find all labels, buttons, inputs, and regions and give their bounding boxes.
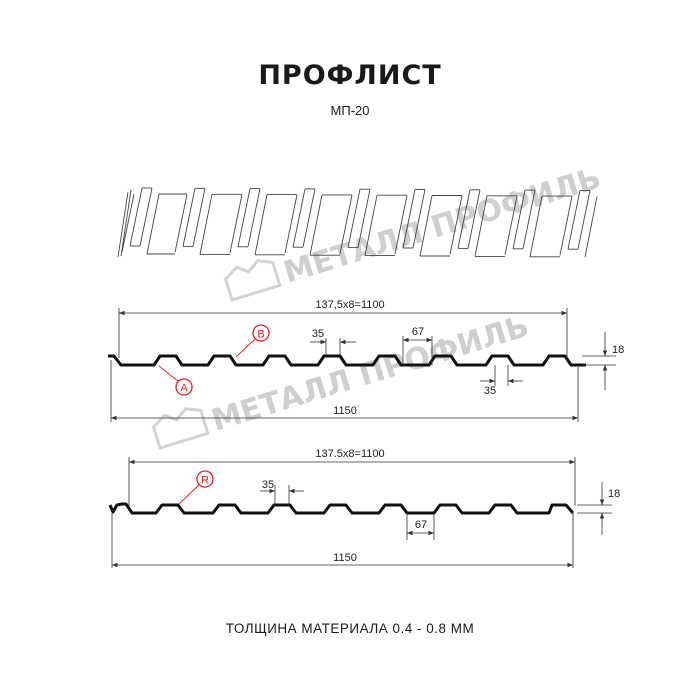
sheet-edge-line — [347, 189, 361, 248]
marker-a — [175, 378, 193, 396]
bottom-crest-label: 35 — [484, 385, 496, 397]
sheet-edge-line — [584, 196, 598, 258]
marker-r-label: R — [201, 475, 209, 487]
sheet-edge-line — [449, 195, 463, 255]
sheet-edge-line — [129, 187, 143, 247]
sheet-edge-line — [174, 194, 188, 253]
marker-b — [252, 324, 270, 342]
marker-b-label: B — [257, 329, 264, 341]
sheet-edge-line — [229, 194, 243, 253]
trough-width-label: 67 — [415, 519, 427, 531]
width-label: 1150 — [333, 552, 357, 564]
width-label: 1150 — [333, 405, 357, 417]
sheet-edge-line — [419, 195, 433, 257]
sheet-edge-line — [577, 190, 591, 250]
height-label: 18 — [608, 488, 620, 500]
height-label: 18 — [612, 344, 624, 356]
sheet-edge-line — [457, 189, 471, 249]
sheet-edge-line — [247, 188, 261, 247]
sheet-edge-line — [302, 188, 316, 248]
profile-line — [108, 502, 575, 515]
marker-a-label: A — [180, 383, 188, 395]
sheet-edge-line — [512, 190, 526, 249]
sheet-edge-line — [364, 195, 378, 256]
sheet-edge-line — [139, 187, 153, 247]
sheet-edge-line — [567, 190, 581, 250]
sheet-edge-line — [474, 195, 488, 257]
sheet-edge-line — [117, 191, 129, 258]
sheet-edge-line — [522, 190, 536, 249]
sheet-edge-line — [357, 189, 371, 248]
sheet-edge-line — [182, 188, 196, 247]
sheet-3d-illustration — [117, 187, 598, 258]
material-thickness-note: ТОЛЩИНА МАТЕРИАЛА 0.4 - 0.8 ММ — [225, 621, 475, 636]
pitch-label: 137,5x8=1100 — [315, 299, 384, 311]
model-subtitle: МП-20 — [330, 103, 370, 118]
crest-width-label: 35 — [262, 479, 274, 491]
crest-width-label: 35 — [312, 328, 324, 340]
sheet-edge-line — [199, 194, 213, 255]
pitch-label: 137.5x8=1100 — [315, 448, 384, 460]
sheet-edge-line — [121, 193, 135, 253]
sheet-edge-line — [292, 188, 306, 248]
sheet-edge-line — [467, 189, 481, 249]
profile-diagram-bottom: 137.5x8=1100 1150 35 67 18 R — [108, 448, 620, 568]
sheet-edge-line — [284, 194, 298, 254]
sheet-edge-line — [192, 188, 206, 247]
page-title: ПРОФЛИСТ — [258, 60, 442, 91]
profile-diagram-top: 137,5x8=1100 1150 35 67 35 18 B A — [108, 299, 624, 422]
sheet-edge-line — [504, 196, 518, 255]
sheet-edge-line — [412, 189, 426, 249]
marker-r — [196, 470, 214, 488]
profile-line — [108, 354, 586, 367]
sheet-edge-line — [339, 195, 353, 254]
trough-width-label: 67 — [412, 326, 424, 338]
sheet-edge-line — [529, 196, 543, 257]
sheet-edge-line — [394, 195, 408, 255]
sheet-edge-line — [402, 189, 416, 249]
sheet-edge-line — [309, 194, 323, 256]
sheet-edge-line — [237, 188, 251, 247]
sheet-edge-line — [254, 194, 268, 255]
sheet-edge-line — [559, 196, 573, 256]
sheet-edge-line — [146, 193, 160, 255]
watermark-text: МЕТАЛЛ ПРОФИЛЬ — [280, 161, 605, 291]
sheet-edge-line — [120, 189, 132, 257]
watermark-logo-2: МЕТАЛЛ ПРОФИЛЬ — [151, 309, 533, 450]
watermark-logo-1: МЕТАЛЛ ПРОФИЛЬ — [223, 161, 605, 302]
